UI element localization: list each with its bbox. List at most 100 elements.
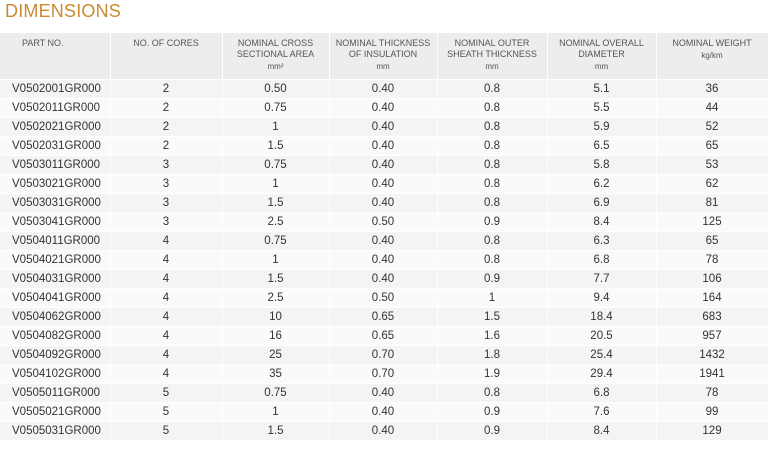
part-number-cell: V0504082GR000 xyxy=(0,326,111,346)
table-cell: 0.75 xyxy=(222,383,330,403)
table-cell: 0.9 xyxy=(437,269,548,289)
column-header-label: NOMINAL THICKNESS OF INSULATION xyxy=(335,38,431,59)
table-cell: 0.50 xyxy=(329,288,438,308)
column-header-label: NOMINAL OUTER SHEATH THICKNESS xyxy=(447,38,537,59)
column-header: NO. OF CORES xyxy=(110,33,223,80)
table-cell: 2.5 xyxy=(222,288,330,308)
table-cell: 1 xyxy=(222,250,330,270)
table-cell: 7.6 xyxy=(547,402,657,422)
table-cell: 0.8 xyxy=(437,98,548,118)
table-cell: 2 xyxy=(110,117,223,137)
table-cell: 0.50 xyxy=(222,79,330,99)
table-cell: 1.5 xyxy=(222,421,330,441)
part-number-cell: V0502021GR000 xyxy=(0,117,111,137)
table-cell: 6.9 xyxy=(547,193,657,213)
table-cell: 3 xyxy=(110,193,223,213)
table-cell: 0.8 xyxy=(437,383,548,403)
table-cell: 129 xyxy=(656,421,768,441)
table-cell: 0.8 xyxy=(437,231,548,251)
table-cell: 0.8 xyxy=(437,250,548,270)
table-row: V0503011GR000 3 0.75 0.40 0.8 5.8 53 xyxy=(0,155,768,175)
column-header-unit: mm xyxy=(376,62,390,71)
table-cell: 1941 xyxy=(656,364,768,384)
table-cell: 1.5 xyxy=(437,307,548,327)
column-header-unit: mm² xyxy=(267,62,284,71)
table-cell: 0.40 xyxy=(329,193,438,213)
table-cell: 5.1 xyxy=(547,79,657,99)
table-cell: 1.5 xyxy=(222,136,330,156)
column-header-label: NOMINAL OVERALL DIAMETER xyxy=(559,38,644,59)
table-cell: 5 xyxy=(110,383,223,403)
table-cell: 0.40 xyxy=(329,117,438,137)
table-row: V0504082GR000 4 16 0.65 1.6 20.5 957 xyxy=(0,326,768,346)
table-cell: 2 xyxy=(110,98,223,118)
part-number-cell: V0502031GR000 xyxy=(0,136,111,156)
part-number-cell: V0505021GR000 xyxy=(0,402,111,422)
table-cell: 125 xyxy=(656,212,768,232)
column-header-label: NO. OF CORES xyxy=(133,38,199,48)
table-row: V0505031GR000 5 1.5 0.40 0.9 8.4 129 xyxy=(0,421,768,441)
table-cell: 4 xyxy=(110,307,223,327)
part-number-cell: V0503041GR000 xyxy=(0,212,111,232)
table-row: V0502021GR000 2 1 0.40 0.8 5.9 52 xyxy=(0,117,768,137)
table-cell: 0.8 xyxy=(437,193,548,213)
table-cell: 1 xyxy=(222,174,330,194)
table-cell: 0.40 xyxy=(329,421,438,441)
table-cell: 78 xyxy=(656,383,768,403)
table-cell: 35 xyxy=(222,364,330,384)
table-cell: 4 xyxy=(110,345,223,365)
table-row: V0504021GR000 4 1 0.40 0.8 6.8 78 xyxy=(0,250,768,270)
table-cell: 3 xyxy=(110,174,223,194)
table-cell: 0.8 xyxy=(437,155,548,175)
table-cell: 0.65 xyxy=(329,326,438,346)
table-cell: 1.8 xyxy=(437,345,548,365)
table-row: V0504092GR000 4 25 0.70 1.8 25.4 1432 xyxy=(0,345,768,365)
table-cell: 0.9 xyxy=(437,402,548,422)
table-cell: 0.40 xyxy=(329,383,438,403)
table-cell: 4 xyxy=(110,269,223,289)
table-cell: 0.40 xyxy=(329,402,438,422)
table-cell: 164 xyxy=(656,288,768,308)
column-header: NOMINAL OVERALL DIAMETER mm xyxy=(547,33,657,80)
column-header: NOMINAL CROSS SECTIONAL AREA mm² xyxy=(222,33,330,80)
table-cell: 5.5 xyxy=(547,98,657,118)
table-cell: 6.3 xyxy=(547,231,657,251)
part-number-cell: V0504021GR000 xyxy=(0,250,111,270)
table-cell: 78 xyxy=(656,250,768,270)
table-row: V0504102GR000 4 35 0.70 1.9 29.4 1941 xyxy=(0,364,768,384)
part-number-cell: V0503031GR000 xyxy=(0,193,111,213)
table-row: V0503041GR000 3 2.5 0.50 0.9 8.4 125 xyxy=(0,212,768,232)
table-cell: 957 xyxy=(656,326,768,346)
table-cell: 2 xyxy=(110,79,223,99)
table-cell: 18.4 xyxy=(547,307,657,327)
table-cell: 0.9 xyxy=(437,421,548,441)
column-header-label: PART NO. xyxy=(22,38,64,48)
table-cell: 4 xyxy=(110,288,223,308)
part-number-cell: V0504102GR000 xyxy=(0,364,111,384)
part-number-cell: V0504092GR000 xyxy=(0,345,111,365)
table-cell: 53 xyxy=(656,155,768,175)
table-cell: 0.50 xyxy=(329,212,438,232)
table-cell: 25 xyxy=(222,345,330,365)
table-cell: 2.5 xyxy=(222,212,330,232)
column-header: NOMINAL OUTER SHEATH THICKNESS mm xyxy=(437,33,548,80)
table-cell: 0.40 xyxy=(329,136,438,156)
table-cell: 3 xyxy=(110,155,223,175)
table-cell: 4 xyxy=(110,250,223,270)
table-cell: 1.9 xyxy=(437,364,548,384)
table-cell: 4 xyxy=(110,364,223,384)
table-cell: 1 xyxy=(437,288,548,308)
table-cell: 106 xyxy=(656,269,768,289)
table-cell: 9.4 xyxy=(547,288,657,308)
part-number-cell: V0504011GR000 xyxy=(0,231,111,251)
table-cell: 7.7 xyxy=(547,269,657,289)
table-cell: 44 xyxy=(656,98,768,118)
part-number-cell: V0504062GR000 xyxy=(0,307,111,327)
table-cell: 65 xyxy=(656,231,768,251)
table-cell: 0.40 xyxy=(329,250,438,270)
table-cell: 5 xyxy=(110,421,223,441)
table-cell: 81 xyxy=(656,193,768,213)
table-cell: 0.40 xyxy=(329,231,438,251)
table-cell: 5.9 xyxy=(547,117,657,137)
table-cell: 4 xyxy=(110,326,223,346)
